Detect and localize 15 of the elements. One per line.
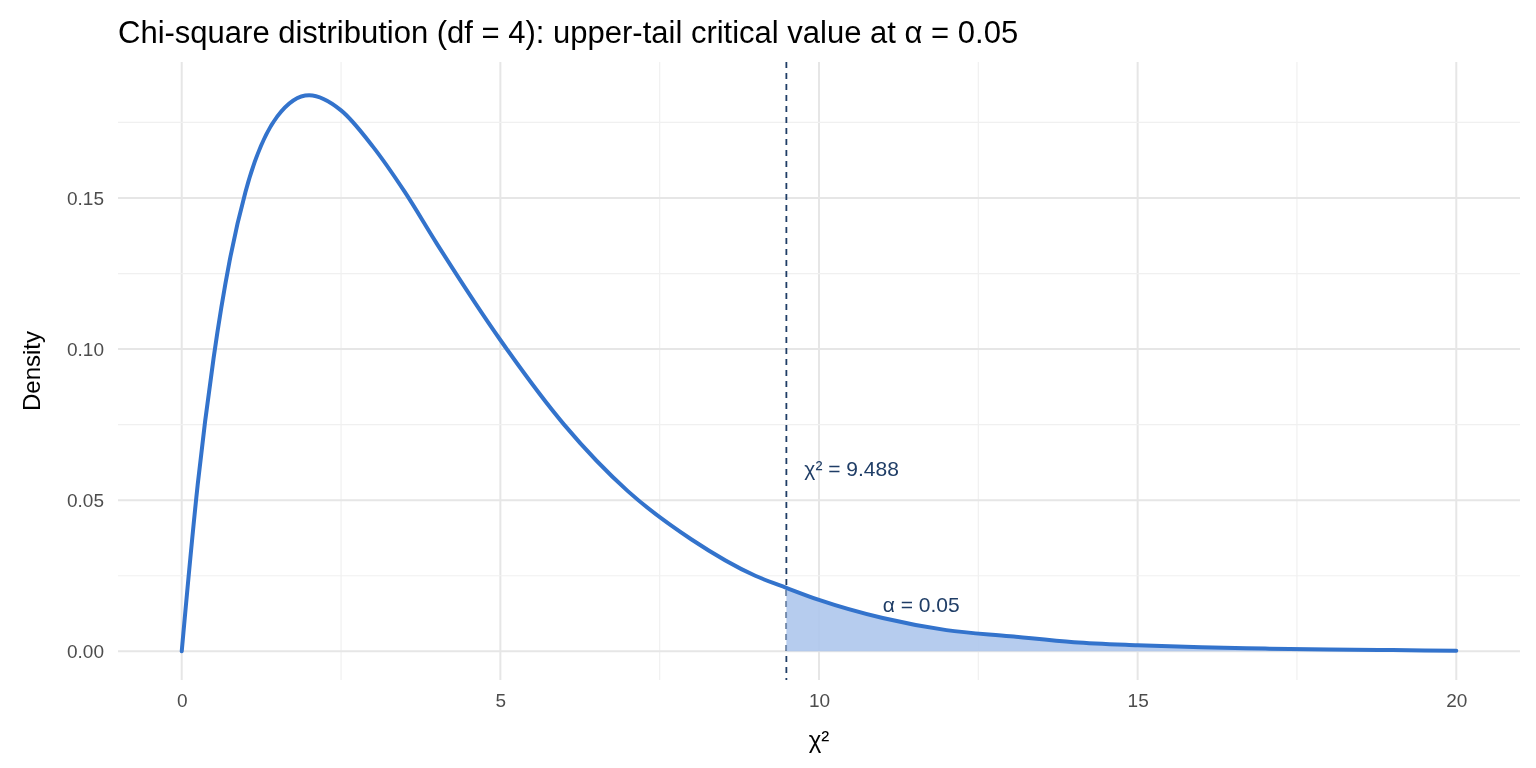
x-tick-label: 15 bbox=[1127, 690, 1149, 712]
x-axis-title: χ² bbox=[808, 726, 830, 753]
y-tick-label: 0.15 bbox=[67, 187, 104, 209]
line-series bbox=[179, 93, 1459, 654]
chart-title: Chi-square distribution (df = 4): upper-tail critical value at α = 0.05 bbox=[118, 15, 1019, 50]
y-axis-title: Density bbox=[18, 330, 45, 412]
y-tick-label: 0.05 bbox=[67, 489, 104, 511]
x-tick-label: 5 bbox=[495, 690, 507, 712]
x-tick-label: 0 bbox=[176, 690, 188, 712]
annotation: α = 0.05 bbox=[882, 593, 960, 616]
ref-line-label: χ² = 9.488 bbox=[804, 457, 899, 481]
y-tick-label: 0.10 bbox=[67, 338, 104, 360]
x-tick-label: 20 bbox=[1446, 690, 1468, 712]
y-tick-label: 0.00 bbox=[67, 640, 104, 662]
x-tick-label: 10 bbox=[808, 690, 831, 712]
